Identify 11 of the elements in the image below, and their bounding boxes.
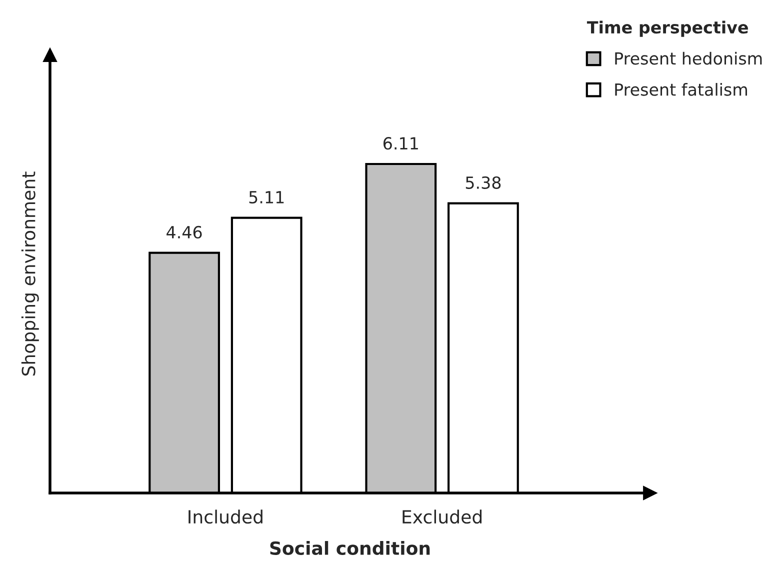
y-axis-title: Shopping environment	[21, 172, 39, 376]
legend-label: Present hedonism	[615, 52, 762, 65]
x-tick-label: Included	[188, 510, 262, 524]
x-axis-title: Social condition	[270, 541, 430, 556]
data-label: 5.11	[249, 191, 284, 204]
data-label: 4.46	[166, 226, 202, 239]
data-label: 5.38	[466, 176, 501, 189]
data-label: 6.11	[384, 137, 418, 150]
legend-title: Time perspective	[586, 20, 748, 37]
legend-label: Present fatalism	[615, 82, 747, 96]
x-tick-label: Excluded	[402, 510, 482, 524]
